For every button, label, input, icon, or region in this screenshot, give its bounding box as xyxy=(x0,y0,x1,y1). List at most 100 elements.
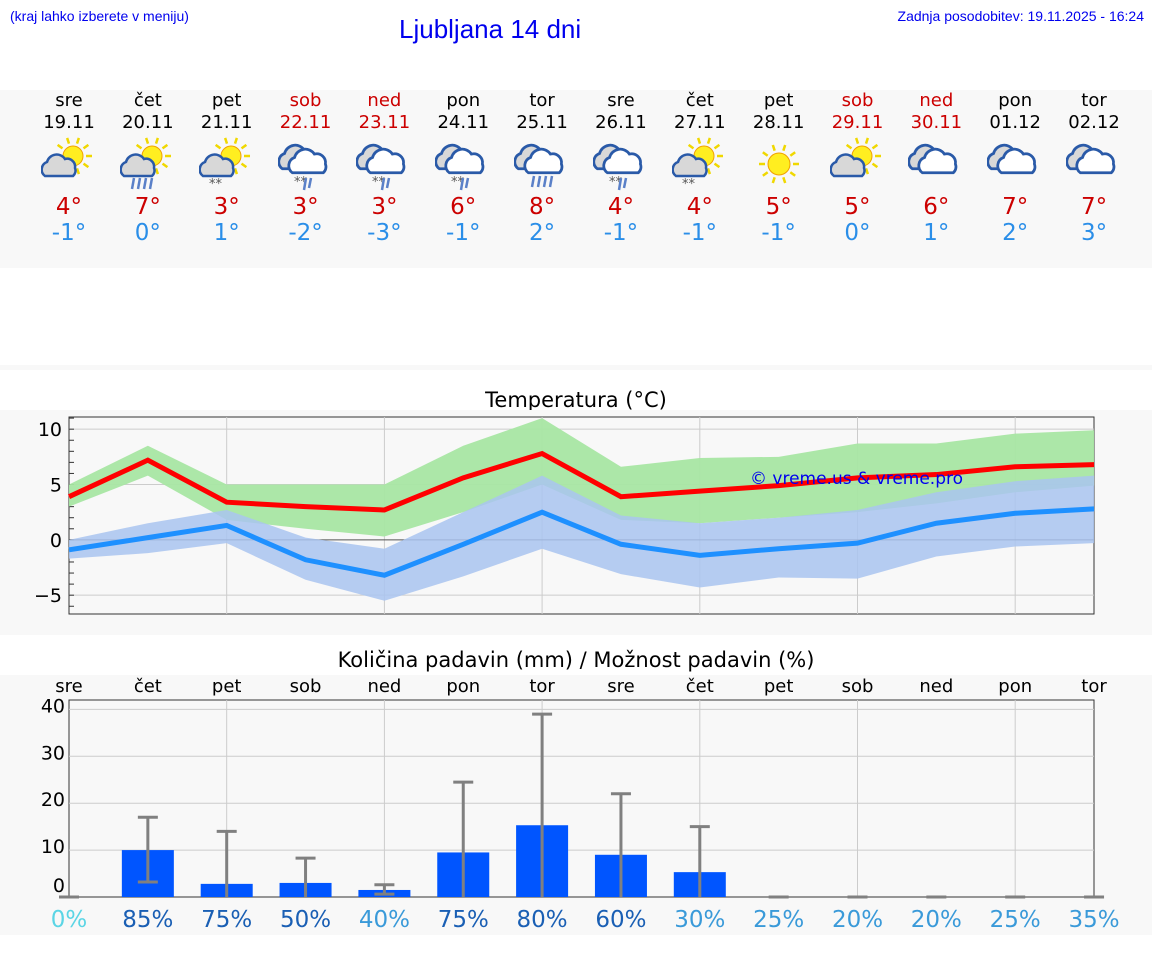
max-temp: 3° xyxy=(213,194,240,220)
max-temp: 7° xyxy=(1080,194,1108,220)
partly-cloudy-rain-icon xyxy=(108,136,187,192)
plot-area xyxy=(68,699,1095,898)
max-temp: 4° xyxy=(686,194,713,220)
precip-probability: 25% xyxy=(753,907,804,933)
day-date: 22.11 xyxy=(279,112,332,133)
day-label: pet xyxy=(764,676,794,697)
day-forecast: ned 23.11 ** 3° -3° xyxy=(345,90,424,246)
max-temp: 5° xyxy=(765,194,792,220)
cloudy-sleet-icon: ** xyxy=(424,136,503,192)
day-label: ned xyxy=(919,676,953,697)
day-forecast: tor 25.11 8° 2° xyxy=(503,90,582,246)
day-name: pon xyxy=(998,90,1033,111)
day-date: 25.11 xyxy=(516,112,568,133)
max-temp: 4° xyxy=(607,194,634,220)
day-label: sre xyxy=(607,676,634,697)
page-title: Ljubljana 14 dni xyxy=(399,14,582,44)
last-updated: Zadnja posodobitev: 19.11.2025 - 16:24 xyxy=(897,8,1144,24)
max-temp: 8° xyxy=(529,194,556,220)
precipitation-chart: 40 30 20 10 0 sre 0% čet 85% pet 75% sob 50% ned 40% po… xyxy=(41,676,1120,933)
y-tick-label: 10 xyxy=(41,836,65,858)
max-temp: 6° xyxy=(450,194,477,220)
max-temp: 3° xyxy=(371,194,398,220)
min-temp-line xyxy=(68,506,1095,578)
day-name: čet xyxy=(133,90,162,111)
day-date: 01.12 xyxy=(989,112,1041,133)
day-label: tor xyxy=(529,676,555,697)
y-tick-label: −5 xyxy=(34,585,62,607)
day-date: 24.11 xyxy=(437,112,490,133)
day-forecast: pon 24.11 ** 6° -1° xyxy=(424,90,503,246)
partly-cloudy-snow-icon: ** xyxy=(187,136,266,192)
day-forecast: pet 21.11 ** 3° 1° xyxy=(187,90,266,246)
day-name: sre xyxy=(607,90,635,111)
svg-text:**: ** xyxy=(209,177,223,192)
precip-probability: 75% xyxy=(201,907,252,933)
min-temp: -1° xyxy=(761,220,796,246)
min-temp: -2° xyxy=(288,220,323,246)
min-temp: 1° xyxy=(923,220,950,246)
max-temp: 6° xyxy=(923,194,950,220)
day-date: 26.11 xyxy=(595,112,647,133)
precip-probability: 20% xyxy=(832,907,883,933)
y-tick-label: 30 xyxy=(41,742,65,764)
svg-text:**: ** xyxy=(682,177,696,192)
day-name: sre xyxy=(55,90,83,111)
day-name: ned xyxy=(919,90,954,111)
precip-probability: 60% xyxy=(595,907,646,933)
min-temp: -1° xyxy=(603,220,639,246)
sunny-icon xyxy=(739,136,818,192)
max-temp: 3° xyxy=(292,194,319,220)
day-name: sob xyxy=(289,90,322,111)
y-tick-label: 5 xyxy=(50,475,62,497)
day-label: sre xyxy=(55,676,82,697)
min-temp-band xyxy=(69,475,1095,601)
min-temp: 1° xyxy=(213,220,240,246)
day-forecast: ned 30.11 6° 1° xyxy=(897,90,976,246)
day-label: pon xyxy=(446,676,480,697)
day-label: čet xyxy=(686,676,714,697)
partly-cloudy-snow-icon: ** xyxy=(660,136,739,192)
min-temp: 2° xyxy=(529,220,556,246)
y-tick-label: 40 xyxy=(41,695,65,717)
cloudy-icon xyxy=(976,136,1055,192)
y-tick-label: 20 xyxy=(41,789,65,811)
precip-probability: 20% xyxy=(911,907,962,933)
precipitation-chart-title: Količina padavin (mm) / Možnost padavin … xyxy=(337,648,815,672)
day-name: pon xyxy=(446,90,481,111)
day-date: 19.11 xyxy=(43,112,95,133)
day-label: pet xyxy=(212,676,242,697)
day-forecast: čet 27.11 ** 4° -1° xyxy=(660,90,739,246)
precip-probability: 40% xyxy=(359,907,410,933)
y-tick-label: 10 xyxy=(38,419,62,441)
partly-cloudy-icon xyxy=(818,136,897,192)
precip-probability: 25% xyxy=(990,907,1041,933)
day-forecast: sob 29.11 5° 0° xyxy=(818,90,897,246)
cloudy-sleet-icon: ** xyxy=(581,136,660,192)
cloudy-icon xyxy=(897,136,976,192)
min-temp: 3° xyxy=(1080,220,1108,246)
day-forecast: sob 22.11 ** 3° -2° xyxy=(266,90,345,246)
precip-probability: 80% xyxy=(517,907,568,933)
daily-forecast-strip: sre 19.11 4° -1° čet 20.11 7° 0° pet 21.11… xyxy=(0,90,1152,268)
day-date: 29.11 xyxy=(831,112,884,133)
day-forecast: pon 01.12 7° 2° xyxy=(976,90,1055,246)
max-temp: 7° xyxy=(1002,194,1029,220)
min-temp: -1° xyxy=(682,220,718,246)
precip-probability: 30% xyxy=(674,907,725,933)
day-name: čet xyxy=(685,90,714,111)
min-temp: 0° xyxy=(844,220,871,246)
min-temp: -3° xyxy=(367,220,402,246)
partly-cloudy-icon xyxy=(30,136,109,192)
day-name: ned xyxy=(367,90,402,111)
day-forecast: čet 20.11 7° 0° xyxy=(108,90,187,246)
day-date: 28.11 xyxy=(752,112,805,133)
temperature-chart: 10 5 0 −5 © vreme.us & vreme.pro xyxy=(34,416,1095,615)
location-hint: (kraj lahko izberete v meniju) xyxy=(10,8,189,24)
day-label: sob xyxy=(290,676,322,697)
day-label: pon xyxy=(998,676,1032,697)
day-name: tor xyxy=(529,90,555,111)
day-name: pet xyxy=(211,90,242,111)
max-temp: 5° xyxy=(844,194,871,220)
watermark: © vreme.us & vreme.pro xyxy=(750,469,963,489)
